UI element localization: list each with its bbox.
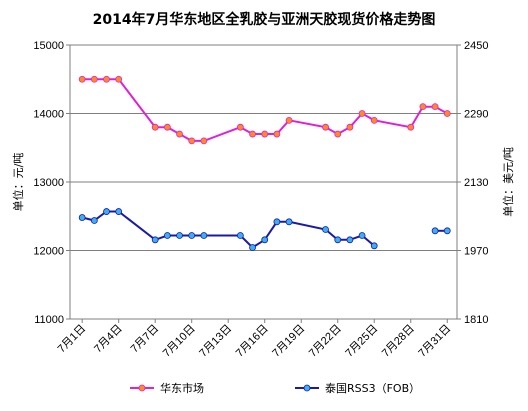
series-0-point xyxy=(431,103,439,111)
x-tick-label: 7月16日 xyxy=(234,323,271,360)
series-markers xyxy=(78,75,451,251)
x-tick-label: 7月10日 xyxy=(161,323,198,360)
series-0-point xyxy=(419,103,427,111)
series-0-point xyxy=(200,137,208,145)
series-0-point xyxy=(163,123,171,131)
series-0-point xyxy=(151,123,159,131)
y-right-tick-label: 2450 xyxy=(464,40,488,52)
series-0-point xyxy=(236,123,244,131)
x-tick-label: 7月7日 xyxy=(129,323,162,356)
series-0-point xyxy=(273,130,281,138)
series-0-point xyxy=(358,110,366,117)
y-left-tick-label: 13000 xyxy=(33,177,64,189)
series-1-point xyxy=(115,208,123,215)
series-0-point xyxy=(334,130,342,138)
series-1-point xyxy=(370,242,378,250)
series-0-point xyxy=(322,123,329,131)
series-1-point xyxy=(176,232,183,239)
series-0-point xyxy=(249,130,256,138)
y-left-tick-label: 11000 xyxy=(34,314,64,326)
series-1-point xyxy=(200,232,208,239)
series-0-point xyxy=(285,116,293,124)
series-1-point xyxy=(151,236,159,244)
x-tick-label: 7月19日 xyxy=(270,323,307,360)
y-right-tick-label: 2130 xyxy=(464,177,488,189)
x-tick-label: 7月28日 xyxy=(380,323,417,360)
series-0-point xyxy=(90,75,98,83)
series-1-point xyxy=(163,232,171,239)
y-right-tick-label: 1810 xyxy=(464,314,488,326)
x-tick-label: 7月1日 xyxy=(56,323,89,356)
x-tick-label: 7月13日 xyxy=(197,323,234,360)
legend-swatch-marker-0 xyxy=(138,384,146,392)
series-1-point xyxy=(322,226,329,233)
y-axis-left-title: 单位：元/吨 xyxy=(11,153,25,212)
series-1-point xyxy=(236,232,244,239)
y-left-tick-label: 14000 xyxy=(33,109,64,121)
legend-label-1: 泰国RSS3（FOB） xyxy=(325,381,420,395)
y-left-tick-label: 15000 xyxy=(33,40,64,52)
legend-swatch-marker-1 xyxy=(303,384,311,392)
series-1-point xyxy=(78,214,86,221)
series-1-point xyxy=(249,244,256,251)
y-right-tick-label: 1970 xyxy=(464,246,488,258)
series-1-point xyxy=(90,217,98,224)
x-tick-label: 7月31日 xyxy=(416,323,453,360)
series-1-point xyxy=(103,208,110,215)
gridlines xyxy=(70,113,457,251)
series-0-point xyxy=(443,110,451,117)
series-0-point xyxy=(103,75,110,83)
series-1-point xyxy=(188,232,196,239)
series-1-point xyxy=(358,232,366,239)
y-axis-right-title: 单位：美元/吨 xyxy=(501,147,515,217)
series-0-point xyxy=(261,130,269,138)
series-0-point xyxy=(407,123,415,131)
series-1-point xyxy=(346,236,354,244)
series-1-point xyxy=(334,236,342,244)
series-0-point xyxy=(346,123,354,131)
series-0-point xyxy=(78,75,86,83)
legend-label-0: 华东市场 xyxy=(160,381,204,395)
series-0-point xyxy=(115,75,123,83)
x-tick-label: 7月22日 xyxy=(307,323,344,360)
y-left-tick-label: 12000 xyxy=(33,246,64,258)
series-0-point xyxy=(370,116,378,124)
x-tick-label: 7月4日 xyxy=(92,323,125,356)
series-1-point xyxy=(443,227,451,235)
series-1-point xyxy=(431,227,439,235)
series-1-point xyxy=(261,236,269,244)
legend: 华东市场 泰国RSS3（FOB） xyxy=(130,381,420,395)
series-0-point xyxy=(176,130,183,138)
chart-title: 2014年7月华东地区全乳胶与亚洲天胶现货价格走势图 xyxy=(93,11,436,28)
y-right-tick-label: 2290 xyxy=(464,109,488,121)
series-0-point xyxy=(188,137,196,145)
series-1-point xyxy=(273,218,281,226)
x-tick-label: 7月25日 xyxy=(343,323,380,360)
series-1-point xyxy=(285,218,293,226)
